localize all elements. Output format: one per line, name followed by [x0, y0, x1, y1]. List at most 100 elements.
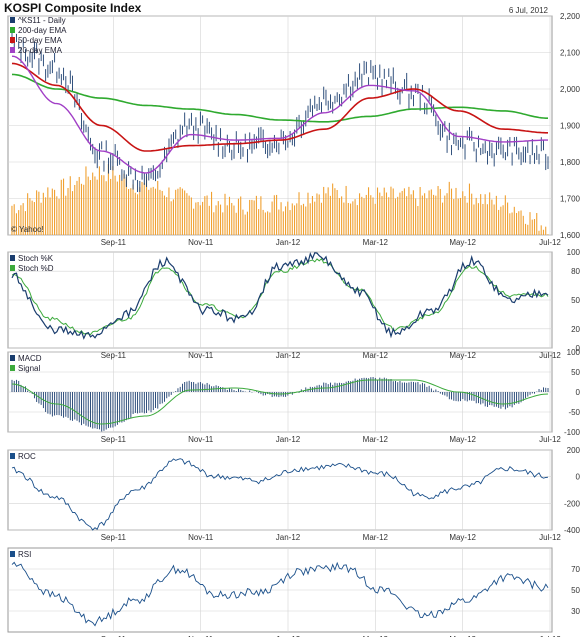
volume-bar: [399, 192, 401, 235]
volume-bar: [401, 190, 403, 235]
volume-bar: [504, 195, 506, 235]
volume-bar: [468, 183, 471, 235]
volume-bar: [197, 202, 199, 235]
y-tick-label: 0: [576, 473, 581, 482]
y-tick-label: 1,800: [560, 158, 581, 167]
volume-bar: [141, 181, 143, 235]
volume-bar: [38, 191, 40, 235]
volume-bar: [235, 212, 237, 235]
volume-bar: [296, 203, 298, 235]
volume-bar: [529, 212, 531, 235]
volume-bar: [132, 184, 134, 235]
volume-bar: [365, 194, 367, 235]
y-tick-label: 1,700: [560, 195, 581, 204]
volume-bar: [83, 184, 85, 235]
y-tick-label: 0: [576, 388, 581, 397]
legend-swatch: [10, 37, 15, 43]
volume-bar: [457, 198, 459, 235]
x-tick-label: Jul-12: [539, 533, 561, 542]
volume-bar: [524, 223, 527, 235]
volume-bar: [110, 178, 112, 235]
volume-bar: [184, 190, 186, 235]
x-tick-label: Nov-11: [188, 533, 214, 542]
x-tick-label: Mar-12: [363, 435, 389, 444]
x-tick-label: Sep-11: [101, 533, 127, 542]
y-tick-label: 30: [571, 607, 580, 616]
volume-bar: [150, 187, 152, 235]
volume-bar: [383, 187, 385, 235]
volume-bar: [509, 213, 511, 235]
x-tick-label: Sep-11: [101, 238, 127, 247]
volume-bar: [65, 195, 67, 235]
volume-bar: [352, 201, 354, 235]
volume-bar: [269, 212, 271, 235]
y-tick-label: 20: [571, 325, 580, 334]
volume-bar: [374, 203, 376, 235]
volume-bar: [538, 230, 540, 235]
volume-bar: [527, 224, 529, 235]
volume-bar: [195, 202, 197, 235]
volume-bar: [58, 198, 60, 235]
volume-bar: [520, 210, 522, 235]
volume-bar: [114, 175, 116, 235]
volume-bar: [112, 166, 114, 235]
volume-bar: [22, 203, 24, 235]
volume-bar: [397, 196, 399, 235]
volume-bar: [76, 180, 78, 235]
x-tick-label: Mar-12: [363, 351, 389, 360]
volume-bar: [101, 175, 103, 235]
volume-bar: [359, 193, 361, 235]
volume-bar: [181, 188, 183, 235]
volume-bar: [159, 189, 161, 235]
volume-bar: [204, 196, 206, 235]
x-tick-label: Sep-11: [101, 635, 127, 637]
volume-bar: [161, 190, 163, 235]
volume-bar: [51, 188, 53, 235]
volume-bar: [311, 196, 314, 235]
volume-bar: [426, 198, 428, 235]
legend-swatch: [10, 17, 15, 23]
x-tick-label: Jan-12: [276, 351, 301, 360]
volume-bar: [332, 183, 334, 235]
volume-bar: [316, 193, 318, 235]
volume-bar: [33, 202, 35, 235]
y-tick-label: -400: [564, 526, 581, 535]
y-tick-label: 2,200: [560, 12, 581, 21]
x-tick-label: Mar-12: [363, 238, 389, 247]
y-tick-label: -100: [564, 428, 581, 437]
volume-bar: [433, 194, 435, 235]
volume-bar: [320, 202, 322, 235]
volume-bar: [273, 195, 275, 235]
volume-bar: [13, 204, 15, 235]
volume-bar: [208, 205, 210, 235]
volume-bar: [475, 197, 477, 235]
legend-swatch: [10, 255, 15, 261]
volume-bar: [421, 195, 423, 235]
x-tick-label: Jul-12: [539, 435, 561, 444]
legend-swatch: [10, 47, 15, 53]
volume-bar: [36, 190, 38, 235]
volume-bar: [62, 178, 65, 235]
volume-bar: [210, 191, 213, 235]
volume-bar: [60, 179, 62, 235]
volume-bar: [455, 187, 457, 235]
volume-bar: [253, 200, 255, 235]
volume-bar: [240, 196, 242, 235]
volume-bar: [547, 234, 549, 235]
x-tick-label: Mar-12: [363, 635, 389, 637]
volume-bar: [213, 212, 215, 235]
volume-bar: [177, 188, 179, 235]
watermark-text: © Yahoo!: [11, 225, 44, 234]
volume-bar: [437, 186, 439, 235]
volume-bar: [78, 176, 80, 235]
volume-bar: [533, 219, 536, 235]
volume-bar: [403, 188, 405, 235]
volume-bar: [334, 188, 336, 235]
volume-bar: [89, 180, 91, 235]
date-label: 6 Jul, 2012: [509, 6, 549, 15]
volume-bar: [255, 195, 257, 235]
volume-bar: [136, 194, 139, 235]
volume-bar: [511, 212, 513, 235]
volume-bar: [188, 195, 190, 235]
ema20-line: [11, 55, 548, 174]
